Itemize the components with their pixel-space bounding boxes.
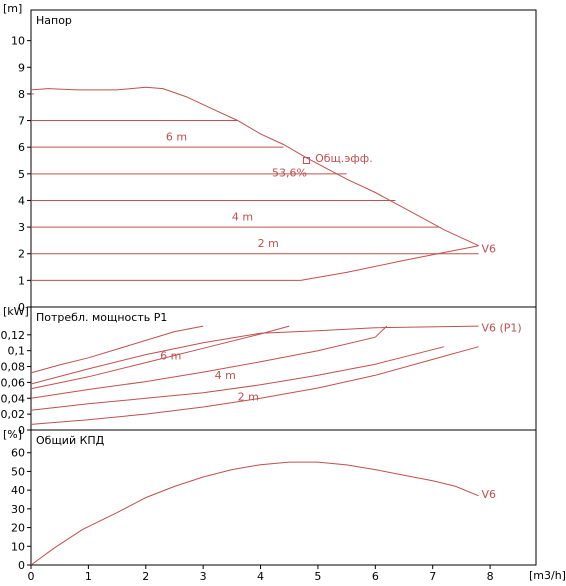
annotation-label: Общ.эфф.	[315, 152, 373, 165]
y-tick-label: 40	[11, 484, 25, 497]
y-tick-label: 0,08	[1, 361, 26, 374]
x-tick-label: 6	[372, 570, 379, 583]
y-tick-label: 0,04	[1, 392, 26, 405]
y-tick-label: 0	[18, 301, 25, 314]
level-label: 4 m	[232, 210, 253, 223]
y-tick-label: 9	[18, 61, 25, 74]
y-tick-label: 0,02	[1, 408, 26, 421]
efficiency-frame	[30, 429, 537, 566]
efficiency-marker	[302, 157, 310, 164]
x-tick-label: 3	[200, 570, 207, 583]
efficiency-panel: 0 10 20 30 40 50 60 [%] Общий КПД V6 0 1 2 3 4 5 6 7 8 [m3/…	[3, 428, 566, 583]
panel-title: Напор	[36, 14, 72, 27]
level-label: 2 m	[258, 237, 279, 250]
series-label: V6	[481, 488, 496, 501]
panel-title: Потребл. мощность P1	[36, 311, 167, 324]
y-tick-label: 3	[18, 221, 25, 234]
y-tick-label: 0	[18, 559, 25, 572]
y-axis-unit: [m]	[3, 2, 22, 15]
level-label: 4 m	[215, 369, 236, 382]
y-tick-label: 60	[11, 447, 25, 460]
level-label: 2 m	[238, 391, 259, 404]
level-label: 6 m	[166, 131, 187, 144]
head-frame	[30, 9, 537, 308]
series-label: V6 (P1)	[481, 322, 521, 335]
x-tick-label: 0	[28, 570, 35, 583]
x-tick-label: 7	[429, 570, 436, 583]
y-tick-label: 30	[11, 503, 25, 516]
series-line	[30, 325, 290, 390]
y-tick-label: 2	[18, 248, 25, 261]
level-label: 6 m	[160, 349, 181, 362]
y-tick-label: 0,06	[1, 376, 26, 389]
power-frame	[30, 306, 537, 431]
series-line	[30, 346, 479, 425]
y-axis-unit: [kW]	[3, 305, 29, 318]
series-line	[30, 86, 479, 247]
y-tick-label: 7	[18, 115, 25, 128]
panel-title: Общий КПД	[36, 434, 105, 447]
y-tick-label: 4	[18, 194, 25, 207]
y-tick-label: 1	[18, 274, 25, 287]
y-tick-label: 0,1	[8, 345, 26, 358]
x-axis-unit: [m3/h]	[529, 569, 566, 582]
power-panel: 0 0,02 0,04 0,06 0,08 0,1 0,12 [kW] Потребл. мощ…	[1, 305, 537, 437]
series-line	[300, 245, 479, 281]
x-tick-label: 8	[487, 570, 494, 583]
y-axis-unit: [%]	[3, 428, 22, 441]
y-tick-label: 0	[18, 424, 25, 437]
x-tick-label: 1	[85, 570, 92, 583]
x-tick-label: 4	[257, 570, 264, 583]
y-tick-label: 10	[11, 35, 25, 48]
y-tick-label: 0,12	[1, 329, 26, 342]
annotation-label: 53,6%	[272, 166, 307, 179]
series-line	[30, 461, 479, 566]
head-panel: 0 1 2 3 4 5 6 7 8 9 10 [m] Напор V6 6 m 4 m 2 m Общ.эфф. 5…	[3, 2, 537, 314]
y-tick-label: 8	[18, 88, 25, 101]
series-line	[30, 325, 204, 374]
series-line	[30, 325, 388, 399]
series-label: V6	[481, 242, 496, 255]
y-tick-label: 50	[11, 465, 25, 478]
y-tick-label: 10	[11, 540, 25, 553]
y-tick-label: 5	[18, 168, 25, 181]
x-tick-label: 2	[142, 570, 149, 583]
y-tick-label: 6	[18, 141, 25, 154]
x-tick-label: 5	[314, 570, 321, 583]
y-tick-label: 20	[11, 522, 25, 535]
series-line	[30, 346, 445, 411]
series-line	[30, 325, 479, 385]
